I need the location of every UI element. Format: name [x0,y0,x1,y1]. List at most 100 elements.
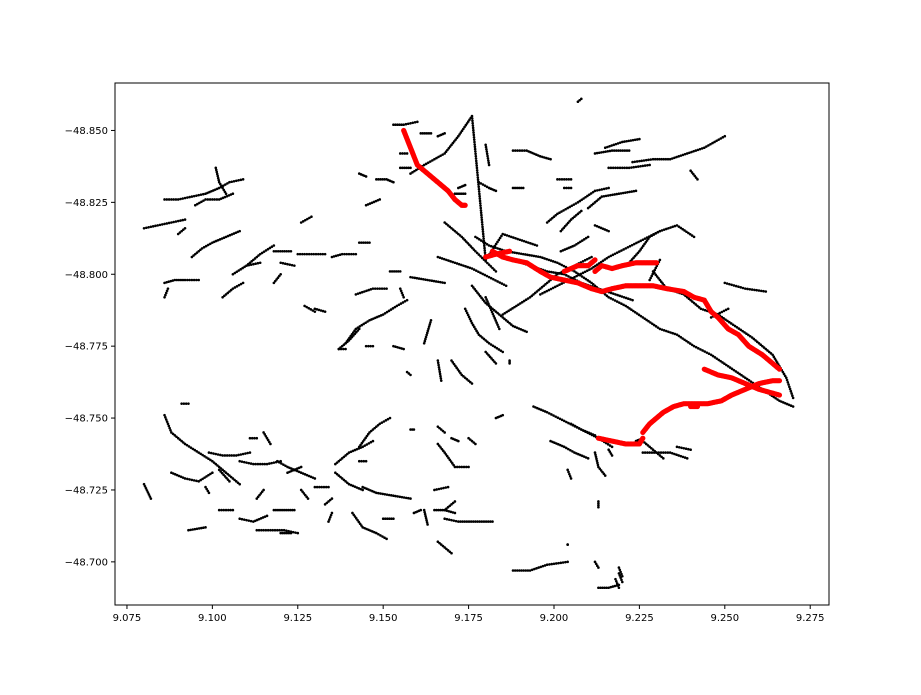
data-point [782,372,786,376]
data-point [543,156,546,159]
data-point [498,327,501,331]
data-point [342,478,346,482]
data-point [559,443,562,447]
data-point [359,487,363,491]
data-point [422,341,426,345]
data-point [675,224,679,227]
data-point [600,188,604,191]
data-point [335,461,339,464]
data-point [507,309,510,313]
data-point [549,439,552,443]
data-point [338,253,342,256]
data-point [437,155,440,159]
data-point [469,319,473,323]
data-point [266,528,270,532]
data-point [215,172,219,176]
data-point [216,453,220,456]
data-point [361,485,364,489]
track-0-61 [193,192,235,207]
data-point [586,457,590,460]
data-point [478,192,481,196]
data-point [667,330,670,334]
data-point [309,308,313,311]
data-point [679,454,683,458]
data-point [478,197,482,200]
data-point [210,189,213,193]
data-point [646,163,649,167]
data-point [190,478,194,482]
data-point [362,241,365,244]
data-point [457,520,460,523]
data-point [344,454,347,457]
data-point [618,294,622,298]
data-point [439,280,442,284]
data-point [279,272,282,276]
data-point [353,515,357,518]
data-point [603,586,606,590]
data-point [747,333,750,337]
data-point [491,520,494,523]
data-point [458,465,461,469]
data-point [610,149,614,152]
data-point [482,237,485,240]
track-0-77 [163,413,241,486]
data-point [466,265,470,269]
data-point [167,424,171,428]
data-point [463,307,467,311]
data-point [363,486,366,490]
data-point [383,517,387,521]
data-point [491,312,495,316]
data-point [470,439,474,443]
data-point [619,192,623,195]
data-point [175,473,179,477]
data-point [357,520,361,524]
data-point [597,500,600,503]
data-point [522,569,525,572]
data-point [288,466,291,470]
data-point [525,330,528,334]
data-point [737,285,740,289]
data-point [264,249,268,252]
data-point [176,436,180,440]
data-point [305,252,309,256]
data-point [537,154,540,157]
data-point [485,185,489,189]
data-point [416,120,419,124]
data-point [675,155,678,159]
data-point [366,241,369,244]
data-point [575,242,578,246]
data-point [606,443,610,446]
data-point [411,276,414,279]
data-point [236,230,240,234]
data-point [556,416,560,419]
data-point [165,222,169,225]
data-point [426,161,430,164]
data-point [555,442,558,445]
data-point [211,198,214,201]
data-point [593,189,597,193]
data-point [206,243,210,247]
data-point [713,356,717,359]
data-point [450,226,453,230]
data-point [744,376,747,380]
data-point [371,428,375,431]
data-point [471,124,475,127]
data-point [639,248,642,251]
data-point [248,261,252,265]
data-point [439,543,443,546]
data-point [484,295,487,299]
data-point [419,277,423,281]
data-point [611,193,614,197]
data-point [583,270,587,274]
data-point [452,362,456,366]
data-point [483,246,486,250]
data-point [759,289,763,293]
data-point [540,285,544,289]
data-point [551,440,554,444]
data-point [354,327,358,331]
data-point [385,493,389,496]
data-point [595,564,599,567]
data-point [264,528,268,532]
data-point [405,298,409,302]
data-point [565,247,568,251]
